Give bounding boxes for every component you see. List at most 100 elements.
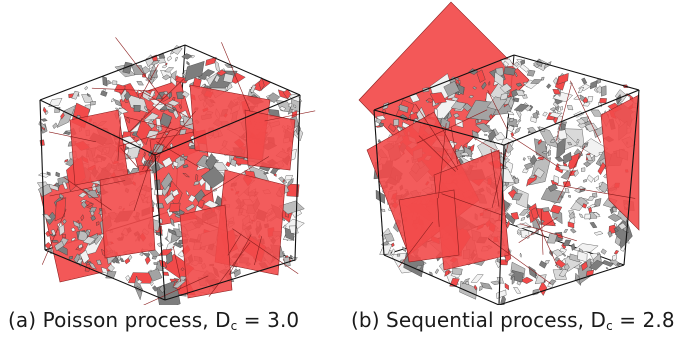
small-fracture (508, 96, 515, 110)
small-fracture (80, 200, 88, 209)
small-fracture (444, 269, 450, 277)
small-fracture (478, 285, 483, 291)
small-fracture (553, 175, 559, 184)
cube-edge (39, 99, 156, 156)
fracture-trace (147, 130, 171, 165)
small-fracture (170, 217, 175, 227)
small-fracture (171, 45, 183, 55)
small-fracture (590, 80, 598, 90)
small-fracture (136, 81, 144, 86)
small-fracture (552, 89, 561, 95)
small-fracture (578, 213, 584, 218)
small-fracture (571, 243, 576, 251)
small-fracture (605, 267, 609, 270)
small-fracture (111, 98, 115, 103)
small-fracture (585, 154, 593, 161)
small-fracture (511, 275, 515, 285)
fracture-trace (128, 78, 185, 133)
small-fracture (45, 110, 49, 116)
small-fracture (60, 112, 65, 120)
small-fracture (529, 154, 538, 166)
small-fracture (563, 229, 569, 233)
small-fracture (399, 104, 409, 113)
small-fracture (38, 183, 53, 198)
small-fracture (598, 181, 609, 194)
small-fracture (546, 83, 552, 89)
small-fracture (70, 227, 76, 232)
small-fracture (81, 94, 94, 103)
fracture-trace (450, 126, 458, 165)
small-fracture (500, 92, 509, 101)
small-fracture (402, 246, 407, 253)
small-fracture (567, 142, 573, 146)
fracture-trace (511, 136, 561, 169)
small-fracture (289, 254, 293, 259)
fracture-trace (115, 37, 163, 99)
cube-edge (623, 89, 640, 266)
small-fracture (282, 179, 285, 183)
small-fracture (538, 281, 548, 296)
small-fracture (547, 150, 551, 157)
small-fracture (54, 197, 67, 222)
small-fracture (270, 167, 279, 175)
small-fracture (614, 222, 618, 228)
small-fracture (516, 280, 522, 286)
small-fracture (172, 109, 179, 120)
small-fracture (160, 172, 173, 191)
small-fracture (409, 111, 418, 121)
small-fracture (563, 151, 572, 165)
small-fracture (180, 267, 185, 271)
small-fracture (94, 233, 103, 246)
cube-edge (503, 89, 640, 146)
small-fracture (526, 69, 536, 77)
small-fracture (562, 252, 567, 257)
small-fracture (590, 109, 603, 117)
small-fracture (581, 203, 588, 209)
small-fracture (205, 56, 217, 66)
small-fracture (164, 67, 175, 73)
small-fracture (513, 103, 530, 112)
fracture-trace (232, 228, 299, 274)
small-fracture (39, 139, 45, 146)
small-fracture (278, 176, 288, 185)
small-fracture (566, 152, 581, 171)
small-fracture (182, 172, 191, 178)
small-fracture (391, 248, 396, 256)
small-fracture (148, 74, 153, 81)
small-fracture (429, 92, 447, 104)
small-fracture (170, 76, 177, 87)
small-fracture (291, 110, 298, 118)
small-fracture (584, 142, 588, 145)
fracture-trace (124, 116, 179, 131)
small-fracture (496, 277, 504, 284)
small-fracture (601, 259, 614, 267)
small-fracture (388, 123, 397, 133)
fracture-cube-poisson (36, 37, 316, 305)
small-fracture (514, 126, 521, 135)
small-fracture (593, 175, 599, 183)
small-fracture (616, 262, 621, 267)
fracture-trace (470, 135, 508, 157)
small-fracture (516, 232, 522, 236)
cube-edge (373, 109, 505, 146)
small-fracture (52, 122, 58, 129)
small-fracture (475, 119, 479, 124)
small-fracture (381, 208, 386, 212)
small-fracture (475, 123, 493, 133)
small-fracture (548, 111, 562, 118)
small-fracture (515, 222, 531, 230)
small-fracture (544, 260, 550, 264)
small-fracture (166, 251, 173, 265)
fracture-trace (416, 109, 488, 144)
small-fracture (90, 210, 95, 217)
small-fracture (185, 203, 196, 212)
small-fracture (530, 207, 539, 220)
small-fracture (224, 86, 228, 92)
small-fracture (504, 158, 511, 163)
small-fracture (585, 269, 594, 277)
cube-edge (498, 144, 505, 305)
cube-edge (373, 109, 385, 256)
small-fracture (85, 229, 91, 237)
fracture-trace (63, 176, 112, 211)
cube-edge (44, 249, 166, 301)
